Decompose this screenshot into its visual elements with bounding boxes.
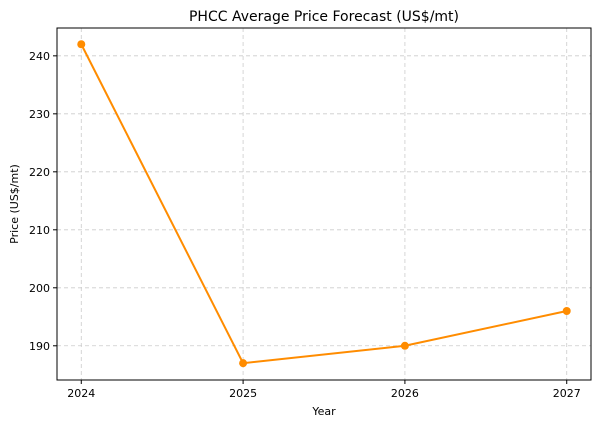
chart-title: PHCC Average Price Forecast (US$/mt) [189, 9, 459, 25]
y-tick-label: 240 [29, 50, 50, 63]
x-tick-label: 2027 [553, 387, 581, 400]
x-axis-label: Year [311, 405, 336, 418]
plot-frame [56, 27, 592, 381]
data-point-2027 [562, 306, 571, 315]
data-point-2025 [239, 359, 248, 368]
y-tick-label: 200 [29, 282, 50, 295]
data-point-2026 [400, 341, 409, 350]
x-tick-label: 2026 [391, 387, 419, 400]
x-tick-label: 2024 [67, 387, 95, 400]
grid-lines [57, 28, 591, 380]
y-tick-label: 190 [29, 340, 50, 353]
data-point-2024 [77, 40, 86, 49]
series-layer [77, 40, 571, 368]
y-axis-label: Price (US$/mt) [8, 164, 21, 244]
y-tick-label: 220 [29, 166, 50, 179]
y-axis: 190 200 210 220 230 240 [29, 50, 57, 353]
x-axis: 2024 2025 2026 2027 [67, 380, 581, 400]
y-tick-label: 210 [29, 224, 50, 237]
y-tick-label: 230 [29, 108, 50, 121]
series-line [80, 43, 567, 365]
x-tick-label: 2025 [229, 387, 257, 400]
